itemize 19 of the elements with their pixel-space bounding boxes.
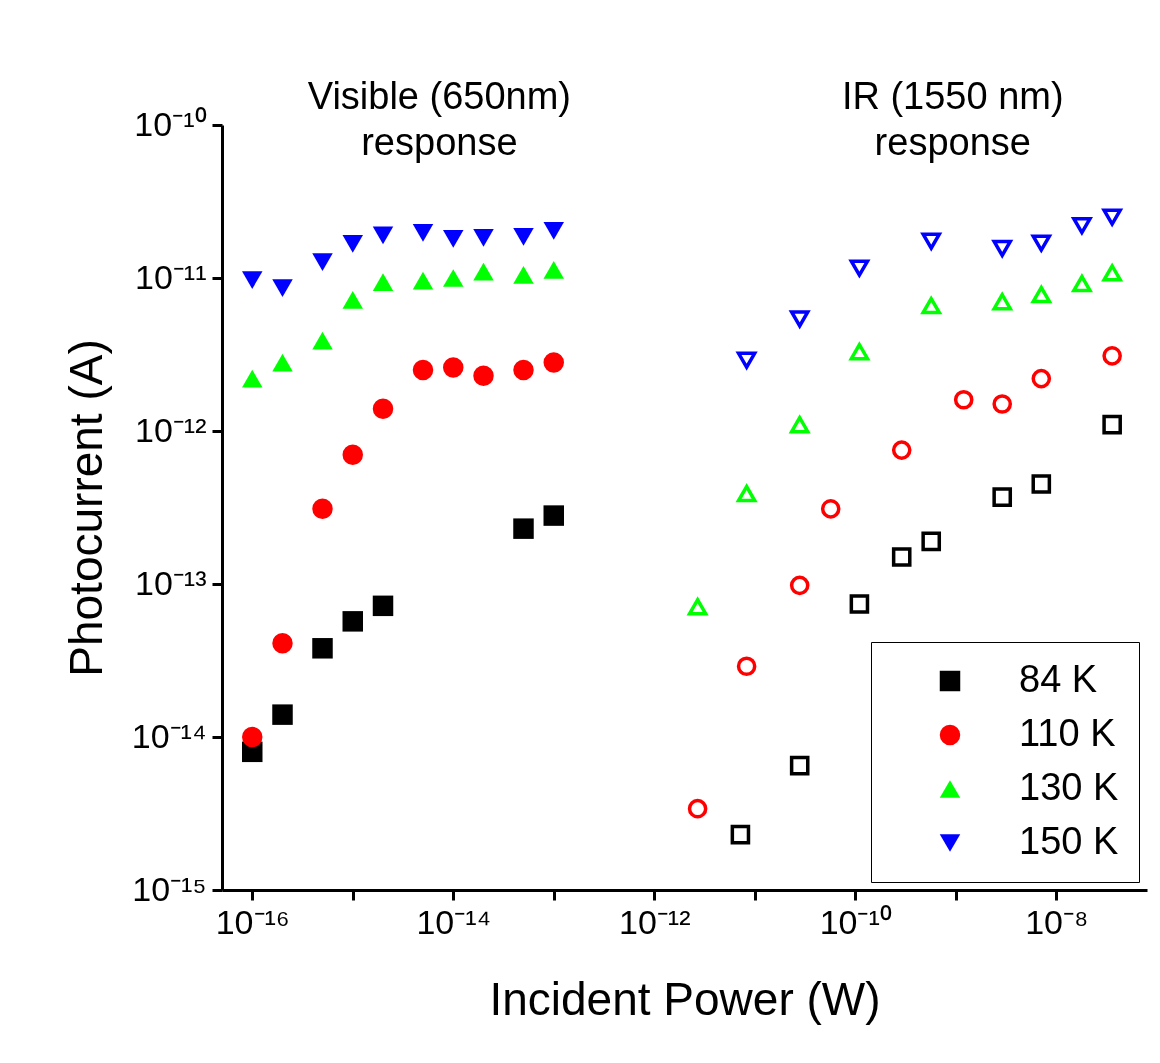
x-tick-label: 10⁻¹⁰	[819, 902, 892, 941]
y-axis-title: Photocurrent (A)	[59, 339, 112, 677]
legend-label: 110 K	[1019, 712, 1116, 754]
legend-label: 150 K	[1019, 820, 1119, 862]
legend-label: 84 K	[1019, 658, 1098, 700]
y-tick-label: 10⁻¹²	[135, 410, 207, 449]
y-tick-label: 10⁻¹⁰	[134, 104, 207, 143]
y-tick-label: 10⁻¹⁵	[132, 869, 207, 908]
x-axis-title: Incident Power (W)	[489, 972, 881, 1025]
legend-label: 130 K	[1019, 766, 1119, 808]
x-tick-label: 10⁻¹²	[619, 902, 691, 941]
y-tick-label: 10⁻¹³	[135, 563, 207, 602]
x-tick-label: 10⁻⁸	[1025, 902, 1089, 941]
y-tick-label: 10⁻¹¹	[135, 257, 207, 296]
annotation: IR (1550 nm) response	[841, 75, 1064, 163]
y-tick-label: 10⁻¹⁴	[131, 716, 207, 755]
x-tick-label: 10⁻¹⁴	[416, 902, 492, 941]
x-tick-label: 10⁻¹⁶	[215, 902, 290, 941]
annotation: Visible (650nm) response	[307, 75, 572, 163]
